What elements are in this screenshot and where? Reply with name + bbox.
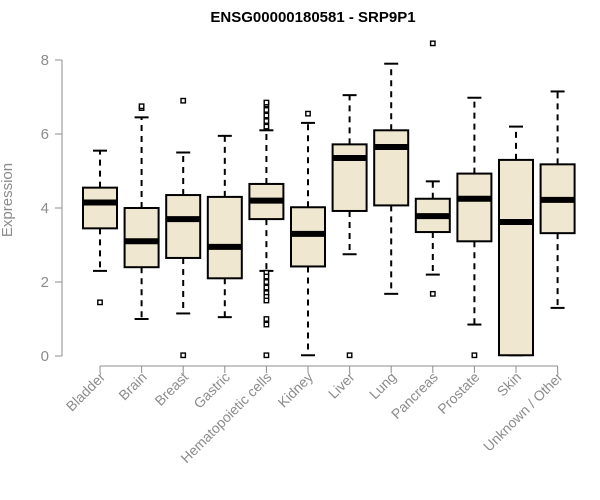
y-tick-label: 2: [41, 274, 49, 291]
box-group: [373, 62, 410, 295]
outlier-point: [305, 110, 311, 117]
y-tick-label: 4: [41, 200, 49, 217]
outlier-point: [263, 123, 270, 130]
outlier-point: [263, 273, 270, 280]
outlier-point: [429, 290, 436, 297]
outlier-point: [263, 107, 270, 113]
outlier-point: [263, 316, 270, 322]
box: [456, 172, 493, 243]
box-group: [414, 40, 451, 297]
x-tick-label: Lung: [366, 369, 399, 402]
box-group: [123, 103, 160, 320]
outlier-point: [263, 284, 270, 291]
outlier-point: [429, 40, 436, 47]
box: [206, 195, 243, 280]
box: [331, 143, 368, 212]
box: [165, 194, 202, 259]
outlier-point: [346, 352, 353, 359]
x-tick-label: Liver: [325, 369, 358, 402]
box-group: [248, 99, 285, 359]
outlier-point: [180, 352, 187, 359]
y-tick-label: 6: [41, 126, 49, 143]
outlier-point: [263, 279, 270, 285]
box: [373, 129, 410, 207]
outlier-point: [263, 352, 270, 359]
outlier-point: [263, 99, 270, 106]
x-tick-label: Prostate: [434, 369, 482, 417]
box: [498, 158, 534, 357]
box-group: [456, 96, 493, 359]
outlier-point: [263, 321, 270, 328]
x-tick-label: Skin: [494, 369, 525, 400]
x-tick-label: Unknown / Other: [480, 369, 566, 455]
outlier-point: [263, 297, 270, 304]
box: [82, 186, 118, 230]
box-group: [498, 125, 534, 357]
outlier-point: [138, 103, 145, 110]
x-tick-label: Brain: [115, 369, 149, 403]
outlier-point: [97, 299, 103, 306]
box-group: [539, 90, 576, 309]
box: [123, 207, 160, 269]
chart-title: ENSG00000180581 - SRP9P1: [210, 9, 415, 26]
outlier-point: [180, 97, 187, 104]
x-tick-label: Kidney: [275, 369, 317, 411]
box-group: [331, 94, 368, 359]
outlier-point: [263, 112, 270, 119]
box-group: [290, 110, 326, 357]
y-tick-label: 0: [41, 348, 49, 365]
outlier-point: [263, 118, 270, 124]
y-axis-label: Expression: [0, 163, 16, 237]
box-group: [82, 149, 118, 306]
x-tick-label: Bladder: [63, 369, 109, 415]
plot-marks: [82, 40, 576, 359]
box-group: [165, 97, 202, 359]
box-group: [206, 134, 243, 319]
x-tick-label: Breast: [151, 369, 191, 409]
outlier-point: [471, 352, 478, 359]
y-tick-label: 8: [41, 52, 49, 69]
